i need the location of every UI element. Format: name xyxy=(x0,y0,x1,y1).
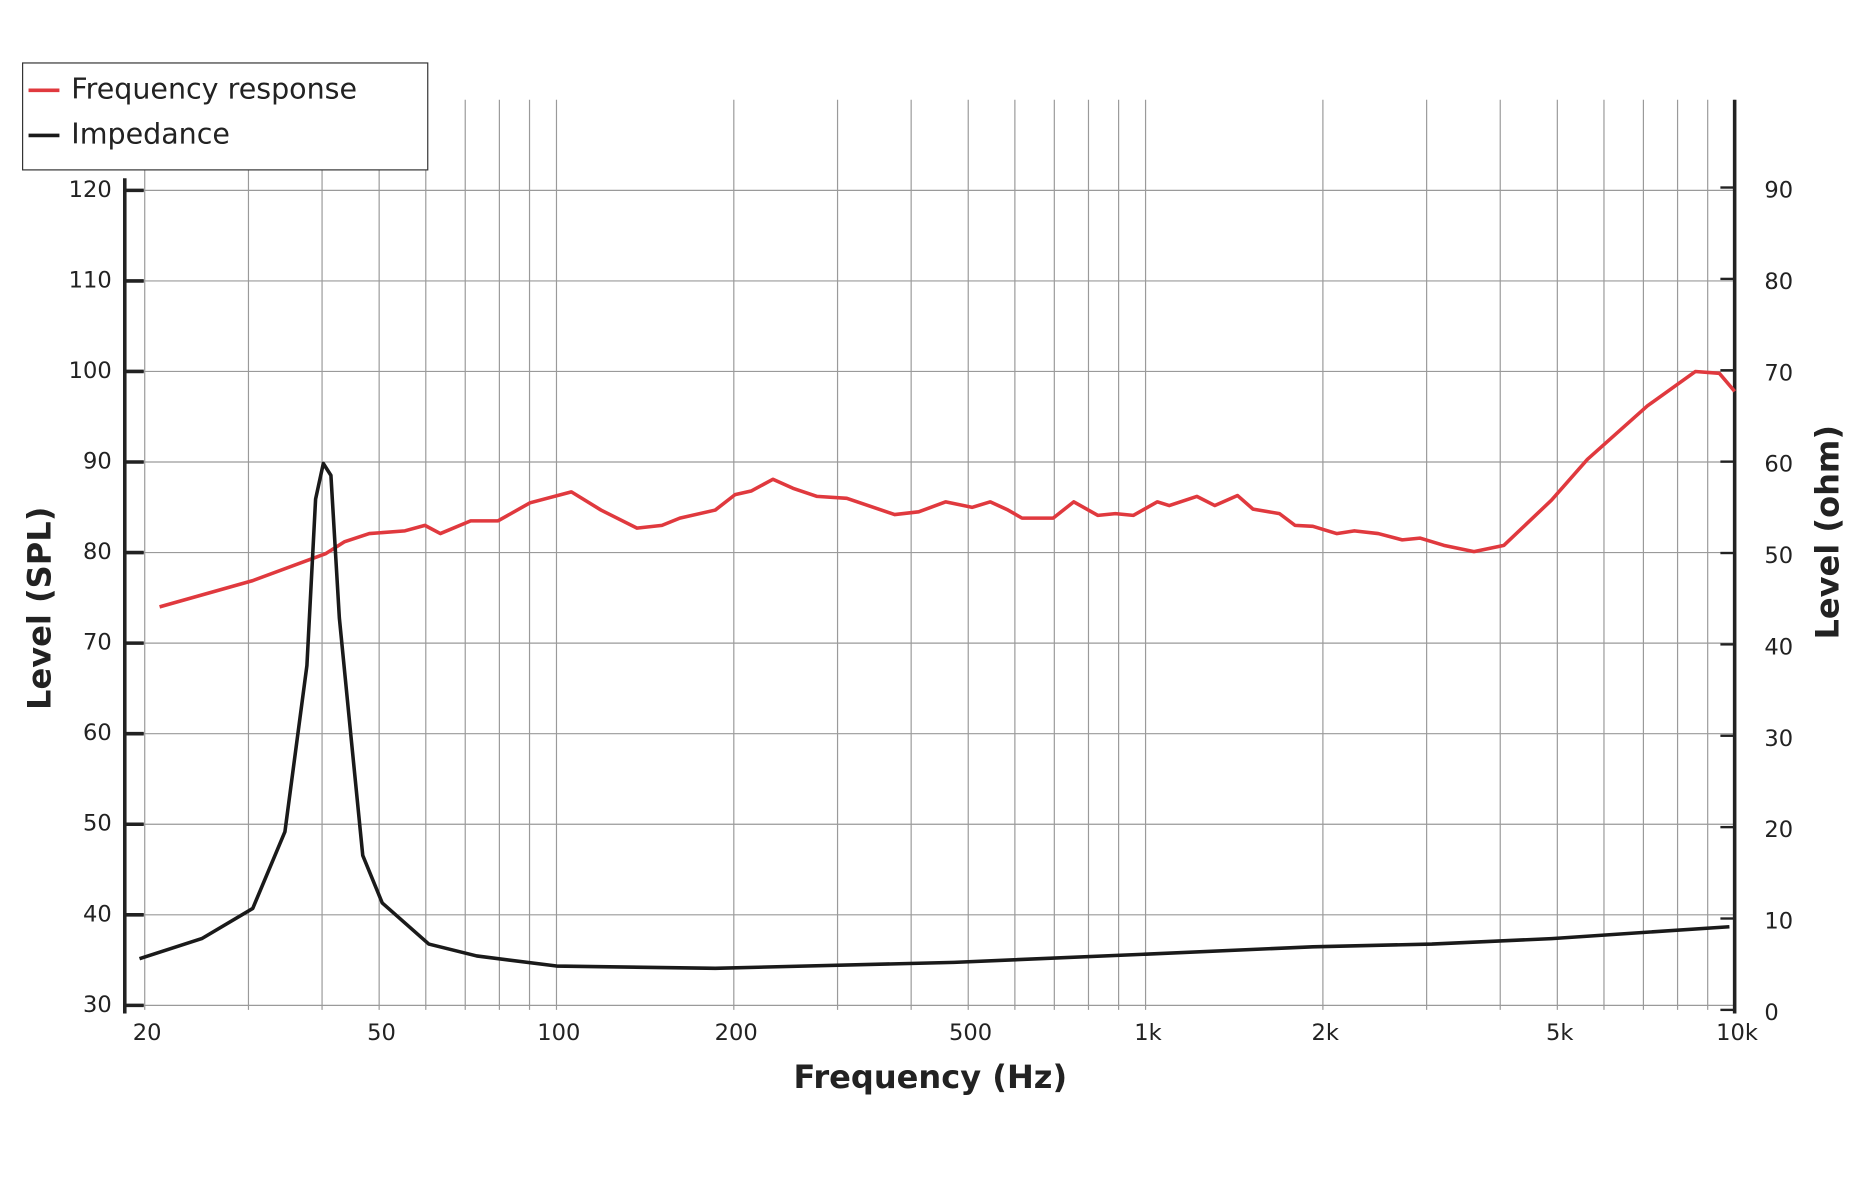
legend-label: Impedance xyxy=(71,117,230,150)
y2-tick-label: 30 xyxy=(1764,726,1793,752)
y2-tick-label: 40 xyxy=(1764,634,1793,660)
x-tick-label: 100 xyxy=(537,1020,580,1046)
x-tick-label: 1k xyxy=(1134,1020,1161,1046)
y2-tick-label: 50 xyxy=(1764,543,1793,569)
x-tick-label: 20 xyxy=(133,1020,162,1046)
y2-tick-label: 20 xyxy=(1764,817,1793,843)
y-tick-label: 120 xyxy=(69,177,112,203)
y2-tick-label: 60 xyxy=(1764,452,1793,478)
y2-tick-label: 70 xyxy=(1764,360,1793,386)
y2-tick-label: 80 xyxy=(1764,269,1793,295)
y-tick-label: 50 xyxy=(83,811,112,837)
y2-tick-label: 90 xyxy=(1764,178,1793,204)
x-tick-label: 5k xyxy=(1546,1020,1573,1046)
y-axis-title: Level (SPL) xyxy=(21,507,59,710)
y2-tick-label: 0 xyxy=(1764,1000,1778,1026)
series-line xyxy=(138,461,1730,971)
legend-label: Frequency response xyxy=(71,72,357,105)
y2-tick-label: 10 xyxy=(1764,909,1793,935)
x-axis-title: Frequency (Hz) xyxy=(793,1058,1067,1096)
legend-box xyxy=(22,62,429,171)
y-tick-label: 110 xyxy=(69,267,112,293)
y-tick-label: 30 xyxy=(83,992,112,1018)
y-tick-label: 40 xyxy=(83,901,112,927)
y-tick-label: 100 xyxy=(69,358,112,384)
y-tick-label: 60 xyxy=(83,720,112,746)
y-tick-label: 80 xyxy=(83,539,112,565)
y-tick-label: 70 xyxy=(83,630,112,656)
x-tick-label: 2k xyxy=(1312,1020,1339,1046)
x-tick-label: 50 xyxy=(367,1020,396,1046)
x-tick-label: 500 xyxy=(949,1020,992,1046)
series-line xyxy=(159,369,1737,609)
x-tick-label: 10k xyxy=(1716,1020,1758,1046)
y2-axis-title: Level (ohm) xyxy=(1809,425,1847,640)
x-tick-label: 200 xyxy=(715,1020,758,1046)
y-tick-label: 90 xyxy=(83,449,112,475)
